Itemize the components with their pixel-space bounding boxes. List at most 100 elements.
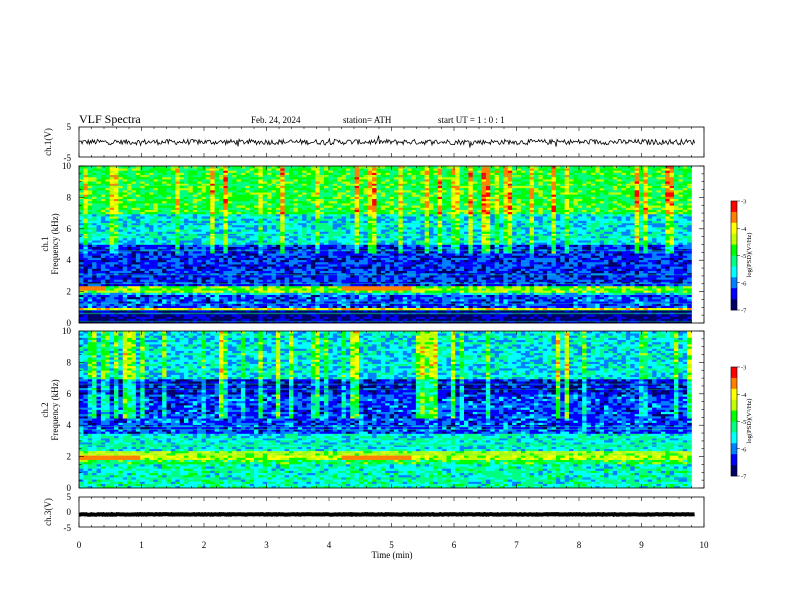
spectrogram-cell <box>477 275 482 277</box>
spectrogram-cell <box>377 264 382 266</box>
spectrogram-cell <box>320 266 325 268</box>
spectrogram-cell <box>250 247 255 249</box>
spectrogram-cell <box>315 292 320 294</box>
spectrogram-cell <box>595 279 600 281</box>
spectrogram-cell <box>228 306 233 308</box>
spectrogram-cell <box>180 316 185 318</box>
spectrogram-cell <box>420 258 425 260</box>
spectrogram-cell <box>381 319 386 321</box>
spectrogram-cell <box>674 301 679 303</box>
spectrogram-cell <box>215 264 220 266</box>
spectrogram-cell <box>648 271 653 273</box>
spectrogram-cell <box>573 258 578 260</box>
spectrogram-cell <box>468 258 473 260</box>
spectrogram-cell <box>263 297 268 299</box>
spectrogram-cell <box>473 284 478 286</box>
spectrogram-cell <box>350 255 355 257</box>
spectrogram-cell <box>482 286 487 288</box>
spectrogram-cell <box>556 316 561 318</box>
spectrogram-cell <box>293 314 298 316</box>
spectrogram-cell <box>289 297 294 299</box>
spectrogram-cell <box>167 284 172 286</box>
spectrogram-cell <box>237 308 242 310</box>
spectrogram-cell <box>521 295 526 297</box>
spectrogram-cell <box>582 301 587 303</box>
spectrogram-cell <box>175 262 180 264</box>
spectrogram-cell <box>132 268 137 270</box>
spectrogram-cell <box>110 295 115 297</box>
spectrogram-cell <box>639 308 644 310</box>
spectrogram-cell <box>429 295 434 297</box>
spectrogram-cell <box>665 306 670 308</box>
spectrogram-cell <box>280 247 285 249</box>
spectrogram-cell <box>372 266 377 268</box>
spectrogram-cell <box>394 279 399 281</box>
spectrogram-cell <box>184 316 189 318</box>
spectrogram-cell <box>661 292 666 294</box>
spectrogram-cell <box>412 290 417 292</box>
spectrogram-cell <box>560 266 565 268</box>
spectrogram-cell <box>110 258 115 260</box>
spectrogram-cell <box>394 264 399 266</box>
spectrogram-cell <box>342 292 347 294</box>
spectrogram-cell <box>670 268 675 270</box>
spectrogram-cell <box>88 262 93 264</box>
spectrogram-cell <box>442 299 447 301</box>
spectrogram-cell <box>171 266 176 268</box>
spectrogram-cell <box>626 262 631 264</box>
spectrogram-cell <box>468 314 473 316</box>
spectrogram-cell <box>149 308 154 310</box>
spectrogram-cell <box>438 251 443 253</box>
spectrogram-cell <box>608 271 613 273</box>
spectrogram-cell <box>503 301 508 303</box>
spectrogram-cell <box>359 264 364 266</box>
spectrogram-cell <box>289 284 294 286</box>
spectrogram-cell <box>687 316 692 318</box>
spectrogram-cell <box>293 308 298 310</box>
spectrogram-cell <box>307 255 312 257</box>
spectrogram-cell <box>118 264 123 266</box>
spectrogram-cell <box>451 292 456 294</box>
spectrogram-cell <box>276 314 281 316</box>
spectrogram-cell <box>499 266 504 268</box>
spectrogram-cell <box>188 306 193 308</box>
spectrogram-cell <box>298 292 303 294</box>
spectrogram-cell <box>622 279 627 281</box>
spectrogram-cell <box>289 306 294 308</box>
spectrogram-cell <box>228 262 233 264</box>
spectrogram-cell <box>622 286 627 288</box>
spectrogram-cell <box>595 308 600 310</box>
spectrogram-cell <box>88 277 93 279</box>
spectrogram-cell <box>377 277 382 279</box>
spectrogram-cell <box>377 268 382 270</box>
spectrogram-cell <box>412 295 417 297</box>
spectrogram-cell <box>315 319 320 321</box>
spectrogram-cell <box>92 288 97 290</box>
spectrogram-cell <box>630 301 635 303</box>
spectrogram-cell <box>674 251 679 253</box>
spectrogram-cell <box>153 279 158 281</box>
spectrogram-cell <box>407 262 412 264</box>
spectrogram-cell <box>508 301 513 303</box>
spectrogram-cell <box>206 301 211 303</box>
spectrogram-cell <box>245 288 250 290</box>
spectrogram-cell <box>311 275 316 277</box>
spectrogram-cell <box>600 290 605 292</box>
spectrogram-cell <box>245 275 250 277</box>
spectrogram-cell <box>258 284 263 286</box>
spectrogram-cell <box>617 297 622 299</box>
spectrogram-cell <box>442 268 447 270</box>
spectrogram-cell <box>158 264 163 266</box>
spectrogram-cell <box>521 319 526 321</box>
spectrogram-cell <box>665 262 670 264</box>
spectrogram-cell <box>678 286 683 288</box>
spectrogram-cell <box>355 319 360 321</box>
spectrogram-cell <box>206 277 211 279</box>
spectrogram-cell <box>267 251 272 253</box>
spectrogram-cell <box>140 258 145 260</box>
spectrogram-cell <box>140 299 145 301</box>
spectrogram-cell <box>237 301 242 303</box>
spectrogram-cell <box>193 292 198 294</box>
spectrogram-cell <box>180 299 185 301</box>
spectrogram-cell <box>355 299 360 301</box>
